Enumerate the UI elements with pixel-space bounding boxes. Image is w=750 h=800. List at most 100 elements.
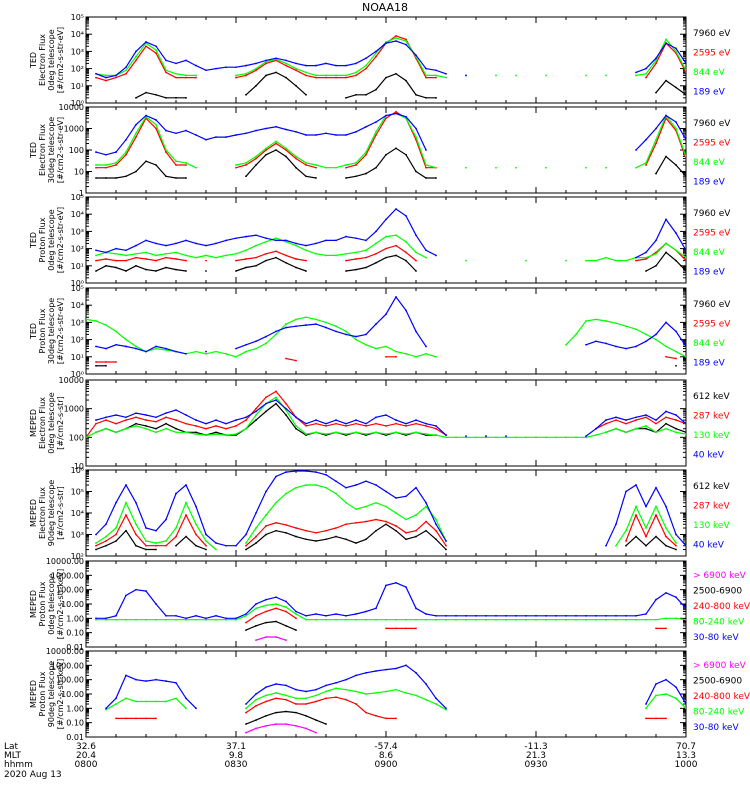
data-point bbox=[655, 338, 657, 341]
legend-entry: 844 eV bbox=[693, 339, 726, 349]
data-point bbox=[105, 164, 107, 166]
data-point bbox=[115, 501, 117, 504]
data-point bbox=[635, 614, 637, 617]
data-point bbox=[675, 47, 677, 50]
data-point bbox=[365, 153, 367, 156]
data-point bbox=[385, 114, 387, 117]
data-point bbox=[255, 693, 257, 695]
data-point bbox=[665, 242, 667, 245]
data-point bbox=[415, 251, 417, 254]
data-point bbox=[175, 268, 177, 271]
data-point bbox=[545, 436, 547, 439]
data-point bbox=[105, 76, 107, 79]
data-point bbox=[105, 618, 107, 621]
data-point bbox=[535, 436, 537, 439]
data-point bbox=[275, 125, 277, 128]
data-point bbox=[265, 127, 267, 130]
data-point bbox=[125, 529, 127, 532]
data-point bbox=[435, 703, 437, 705]
data-point bbox=[365, 422, 367, 425]
data-point bbox=[685, 422, 686, 425]
data-point bbox=[325, 618, 327, 621]
data-point bbox=[275, 501, 277, 504]
data-point bbox=[415, 127, 417, 130]
data-point bbox=[275, 620, 277, 623]
data-point bbox=[315, 419, 317, 421]
data-point bbox=[425, 520, 427, 523]
data-point bbox=[355, 162, 357, 164]
data-point bbox=[345, 330, 347, 333]
data-point bbox=[175, 242, 177, 245]
data-point bbox=[625, 544, 627, 547]
data-point bbox=[135, 544, 137, 547]
data-point bbox=[405, 251, 407, 254]
data-point bbox=[355, 508, 357, 511]
data-point bbox=[125, 175, 127, 178]
data-point bbox=[255, 129, 257, 132]
data-point bbox=[305, 422, 307, 425]
data-point bbox=[655, 717, 657, 720]
data-point bbox=[645, 707, 647, 710]
data-point bbox=[295, 62, 297, 65]
data-point bbox=[285, 694, 287, 697]
data-point bbox=[415, 136, 417, 138]
data-point bbox=[625, 259, 627, 262]
data-point bbox=[185, 129, 187, 132]
data-point bbox=[355, 618, 357, 621]
data-point bbox=[285, 62, 287, 65]
data-point bbox=[605, 422, 607, 425]
data-point bbox=[315, 164, 317, 166]
data-point bbox=[255, 527, 257, 529]
data-point bbox=[655, 91, 657, 94]
data-point bbox=[375, 242, 377, 245]
legend-entry: 7960 eV bbox=[693, 29, 731, 39]
data-point bbox=[365, 538, 367, 541]
data-point bbox=[195, 256, 197, 259]
data-point bbox=[245, 164, 247, 166]
data-point bbox=[405, 691, 407, 694]
data-point bbox=[605, 618, 607, 621]
data-point bbox=[635, 419, 637, 421]
data-point bbox=[365, 333, 367, 336]
data-point bbox=[395, 618, 397, 621]
data-point bbox=[385, 355, 387, 358]
data-point bbox=[295, 69, 297, 72]
series-30-80-kev-line bbox=[105, 664, 686, 709]
y-tick-label: 10⁰ bbox=[71, 99, 84, 108]
data-point bbox=[265, 598, 267, 601]
y-axis-label: TEDProton Flux30deg telescope[#/cm2-s-st… bbox=[29, 298, 65, 365]
data-point bbox=[125, 151, 127, 153]
data-point bbox=[285, 357, 287, 360]
data-point bbox=[625, 347, 627, 350]
data-point bbox=[585, 618, 587, 621]
data-point bbox=[425, 74, 427, 77]
data-point bbox=[135, 501, 137, 504]
data-point bbox=[415, 422, 417, 425]
data-point bbox=[215, 433, 217, 435]
data-point bbox=[385, 235, 387, 238]
data-point bbox=[405, 153, 407, 156]
data-point bbox=[255, 69, 257, 72]
y-tick-label: 10.00 bbox=[61, 690, 84, 699]
legend-entry: 2595 eV bbox=[693, 319, 731, 329]
data-point bbox=[365, 425, 367, 427]
series-40-kev-line bbox=[95, 470, 686, 547]
data-point bbox=[525, 436, 527, 439]
legend-entry: 844 eV bbox=[693, 68, 726, 78]
data-point bbox=[655, 535, 657, 538]
data-point bbox=[215, 67, 217, 70]
data-point bbox=[275, 521, 277, 524]
data-point bbox=[315, 700, 317, 703]
data-point bbox=[255, 407, 257, 410]
data-point bbox=[525, 618, 527, 621]
data-point bbox=[305, 270, 307, 272]
data-point bbox=[315, 166, 317, 169]
data-point bbox=[595, 618, 597, 621]
data-point bbox=[375, 55, 377, 58]
data-point bbox=[315, 540, 317, 542]
data-point bbox=[225, 66, 227, 69]
data-point bbox=[145, 425, 147, 427]
data-point bbox=[325, 254, 327, 257]
data-point bbox=[345, 618, 347, 621]
data-point bbox=[135, 136, 137, 138]
